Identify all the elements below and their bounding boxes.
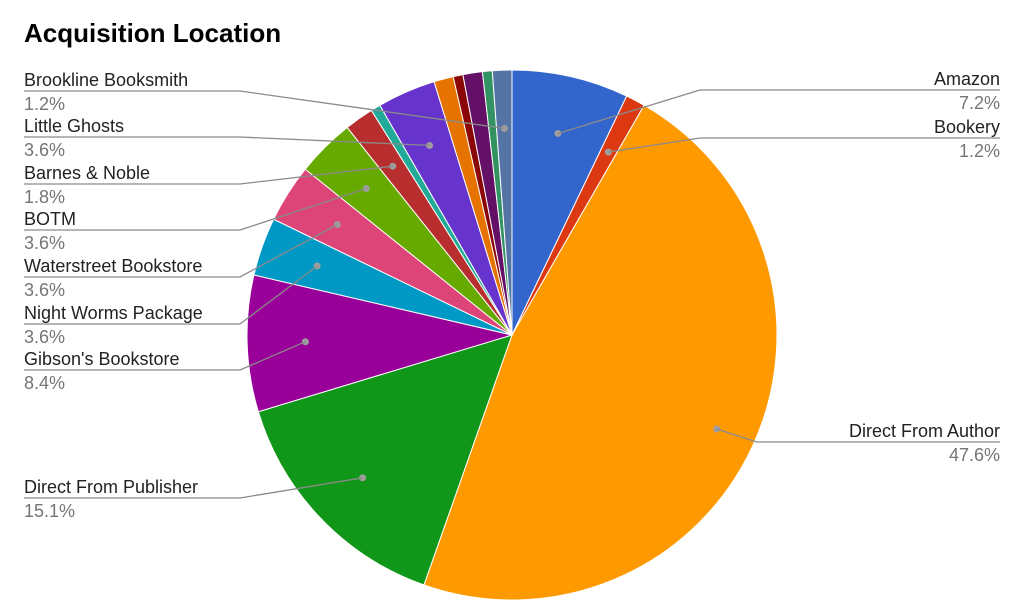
leader-line (24, 223, 338, 278)
slice-label-bookery: Bookery (934, 117, 1000, 137)
leader-line (608, 137, 1000, 153)
leader-line (24, 477, 363, 499)
leader-line (557, 89, 1000, 135)
slice-value-gibson-s-bookstore: 8.4% (24, 373, 65, 393)
slice-labels: Amazon 7.2% Bookery 1.2% Direct From Author 4… (24, 69, 1000, 521)
leader-dot (554, 129, 562, 137)
pie-slices (246, 69, 778, 601)
slice-value-night-worms-package: 3.6% (24, 327, 65, 347)
slice-label-gibson-s-bookstore: Gibson's Bookstore (24, 349, 180, 369)
slice-label-night-worms-package: Night Worms Package (24, 303, 203, 323)
leader-line (24, 136, 430, 147)
leader-line (24, 265, 318, 325)
slice-label-direct-from-publisher: Direct From Publisher (24, 477, 198, 497)
leader-dot (333, 221, 341, 229)
slice-value-direct-from-author: 47.6% (949, 445, 1000, 465)
pie-slice-amazon (511, 69, 628, 336)
chart-title: Acquisition Location (24, 18, 281, 48)
leader-line (716, 428, 1000, 443)
leader-line (24, 187, 367, 231)
slice-label-brookline-booksmith: Brookline Booksmith (24, 70, 188, 90)
leader-line (24, 90, 505, 130)
slice-value-botm: 3.6% (24, 233, 65, 253)
slice-label-little-ghosts: Little Ghosts (24, 116, 124, 136)
slice-value-direct-from-publisher: 15.1% (24, 501, 75, 521)
slice-label-direct-from-author: Direct From Author (849, 421, 1000, 441)
pie-slice-gibson-s-bookstore (246, 274, 514, 413)
slice-value-brookline-booksmith: 1.2% (24, 94, 65, 114)
slice-label-botm: BOTM (24, 209, 76, 229)
slice-label-amazon: Amazon (934, 69, 1000, 89)
pie-slice-direct-from-author (423, 104, 778, 601)
slice-value-bookery: 1.2% (959, 141, 1000, 161)
slice-label-waterstreet-bookstore: Waterstreet Bookstore (24, 256, 202, 276)
slice-label-barnes-noble: Barnes & Noble (24, 163, 150, 183)
slice-value-amazon: 7.2% (959, 93, 1000, 113)
pie-slice-brookline-booksmith (491, 69, 513, 336)
leader-lines (24, 89, 1000, 499)
leader-line (24, 341, 306, 371)
pie-slice-direct-from-publisher (257, 334, 513, 586)
slice-value-waterstreet-bookstore: 3.6% (24, 280, 65, 300)
leader-line (24, 165, 393, 185)
slice-value-barnes-noble: 1.8% (24, 187, 65, 207)
slice-value-little-ghosts: 3.6% (24, 140, 65, 160)
